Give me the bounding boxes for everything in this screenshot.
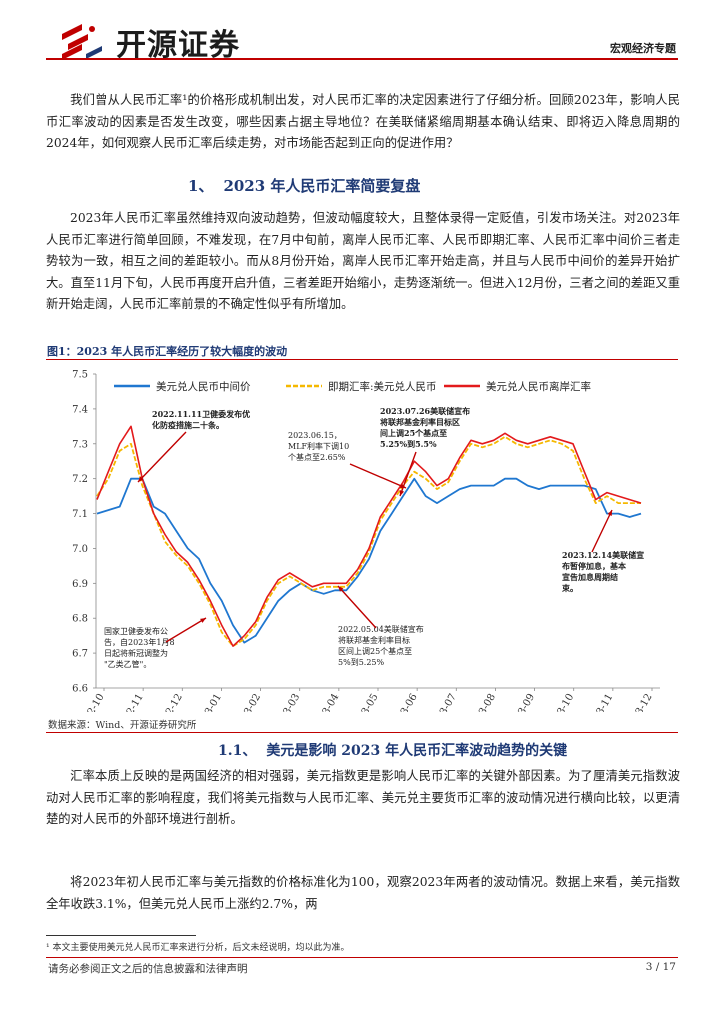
y-tick-label: 7.2 [72, 474, 88, 485]
x-tick-label: 2023-11 [585, 692, 615, 712]
annotation-arrowhead [138, 476, 144, 482]
annotation-text: 将联邦基金利率目标区 [380, 417, 460, 427]
annotation-text: 国家卫健委发布公 [104, 626, 168, 636]
annotation-text: 间上调25个基点至 [380, 428, 447, 438]
annotation-text: MLF利率下调10 [288, 441, 349, 451]
x-tick-label: 2023-07 [429, 692, 459, 712]
annotation-arrowhead [607, 510, 612, 516]
legend-label: 美元兑人民币离岸汇率 [486, 380, 591, 393]
annotation-arrow [349, 463, 407, 489]
annotation-arrow [137, 431, 187, 483]
exchange-rate-chart: 7.57.47.37.27.17.06.96.86.76.6 2022-1020… [72, 370, 660, 712]
x-tick-label: 2022-11 [115, 692, 145, 712]
x-tick-label: 2023-03 [272, 692, 302, 712]
figure-source: 数据来源：Wind、开源证券研究所 [48, 720, 197, 731]
subsection-heading: 1.1、 美元是影响 2023 年人民币汇率波动趋势的关键 [218, 743, 568, 759]
x-tick-label: 2023-10 [546, 692, 576, 712]
annotation-text: 宣告加息周期结 [562, 572, 618, 582]
x-axis: 2022-10 2022-11 2022-12 2023-01 2023-02 2023-… [76, 688, 655, 712]
series-line-3 [96, 425, 642, 647]
annotation-arrow [399, 451, 417, 497]
series-line-2 [96, 435, 641, 648]
footnote-divider [46, 935, 196, 936]
annotation-text: 布暂停加息，基本 [561, 561, 626, 571]
annotation-arrow [337, 585, 377, 629]
intro-paragraph: 我们曾从人民币汇率¹的价格形成机制出发，对人民币汇率的决定因素进行了仔细分析。回… [46, 93, 680, 150]
figure-title: 图1：2023 年人民币汇率经历了较大幅度的波动 [47, 345, 288, 358]
annotation-text: 个基点至2.65% [288, 452, 346, 462]
annotation-text: 2022.05.04美联储宣布 [338, 624, 424, 634]
chart-legend: 美元兑人民币中间价 即期汇率:美元兑人民币 美元兑人民币离岸汇率 [114, 380, 591, 393]
annotation-arrowhead [200, 618, 206, 623]
annotation-text: 2023.12.14美联储宣 [562, 550, 644, 560]
y-tick-label: 7.5 [72, 370, 88, 381]
x-tick-label: 2023-04 [311, 692, 341, 712]
chart-lines [96, 425, 642, 648]
x-tick-label: 2023-08 [468, 692, 498, 712]
annotation-text: "乙类乙管"。 [104, 659, 151, 669]
legend-label: 美元兑人民币中间价 [156, 380, 251, 393]
footnote: ¹ 本文主要使用美元兑人民币汇率来进行分析，后文未经说明，均以此为准。 [46, 943, 350, 953]
x-tick-label: 2022-12 [155, 692, 185, 712]
y-tick-label: 6.9 [72, 579, 88, 590]
annotation-text: 2023.07.26美联储宣布 [380, 406, 470, 416]
annotation-arrowhead [399, 490, 405, 496]
y-tick-label: 7.0 [72, 544, 88, 555]
y-tick-label: 6.7 [72, 649, 88, 660]
x-tick-label: 2023-12 [624, 692, 654, 712]
x-tick-label: 2023-09 [507, 692, 537, 712]
annotation-arrow [165, 617, 207, 643]
annotation-text: 5%到5.25% [338, 658, 385, 667]
figure-divider [46, 359, 678, 360]
x-tick-label: 2023-05 [350, 692, 380, 712]
header-divider [46, 58, 678, 60]
annotation-text: 2022.11.11卫健委发布优 [152, 409, 250, 419]
x-tick-label: 2023-02 [233, 692, 263, 712]
annotation-text: 告，自2023年1月8 [104, 637, 175, 647]
annotation-text: 2023.06.15， [288, 431, 342, 440]
annotation-text: 区间上调25个基点至 [338, 646, 412, 656]
report-type: 宏观经济专题 [610, 42, 676, 55]
legend-label: 即期汇率:美元兑人民币 [328, 380, 437, 393]
annotation-text: 束。 [561, 583, 578, 593]
footer-divider [46, 957, 678, 958]
y-tick-label: 6.6 [72, 684, 88, 695]
annotation-text: 日起将新冠调整为 [104, 648, 168, 658]
section-paragraph: 2023年人民币汇率虽然维持双向波动趋势，但波动幅度较大，且整体录得一定贬值，引… [46, 211, 680, 311]
x-tick-label: 2023-06 [389, 692, 419, 712]
subsection-paragraph: 汇率本质上反映的是两国经济的相对强弱，美元指数更是影响人民币汇率的关键外部因素。… [46, 769, 680, 826]
x-tick-label: 2023-01 [194, 692, 224, 712]
footer-disclaimer: 请务必参阅正文之后的信息披露和法律声明 [48, 963, 248, 975]
y-tick-label: 7.1 [72, 509, 88, 520]
company-logo: 开源证券 [58, 20, 240, 64]
annotation-arrow [591, 509, 613, 553]
x-tick-label: 2022-10 [76, 692, 106, 712]
brand-logo-icon [62, 24, 102, 60]
page-number: 3 / 17 [645, 961, 676, 973]
annotation-arrowhead [338, 586, 344, 592]
y-tick-label: 6.8 [72, 614, 88, 625]
section-heading: 1、 2023 年人民币汇率简要复盘 [188, 177, 421, 195]
subsection-paragraph-2: 将2023年初人民币汇率与美元指数的价格标准化为100，观察2023年两者的波动… [46, 875, 680, 911]
annotation-text: 5.25%到5.5% [380, 439, 437, 449]
annotation-text: 将联邦基金利率目标 [338, 635, 410, 645]
annotation-text: 化防疫措施二十条。 [152, 420, 224, 430]
y-tick-label: 7.3 [72, 439, 88, 450]
brand-name: 开源证券 [116, 28, 240, 63]
source-divider [46, 732, 678, 733]
y-tick-label: 7.4 [72, 404, 88, 415]
series-line-1 [96, 477, 642, 644]
